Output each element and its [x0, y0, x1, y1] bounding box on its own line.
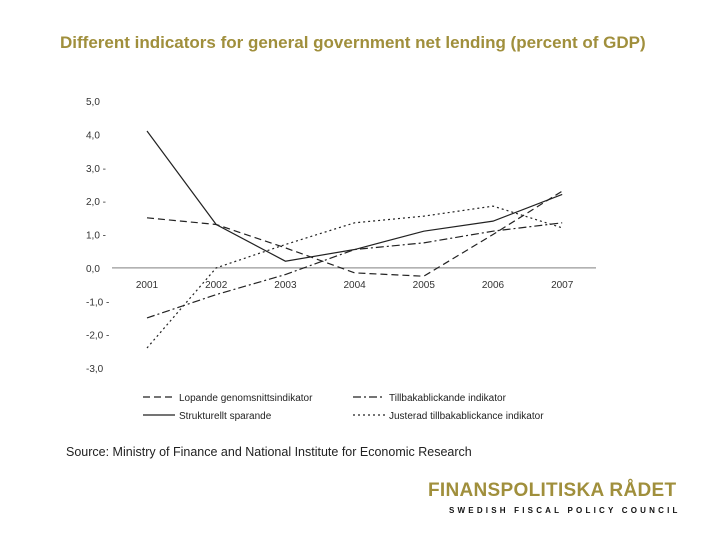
- y-tick-label: 5,0: [86, 97, 100, 108]
- series-line-3: [146, 130, 563, 262]
- legend-label: Justerad tillbakablickance indikator: [389, 411, 544, 422]
- y-axis: 5,0 4,0 3,0 - 2,0 - 1,0 - 0,0 -1,0 - -2,0 - -3,0: [86, 97, 109, 375]
- x-tick-label: 2002: [205, 280, 228, 291]
- y-tick-label: 3,0 -: [86, 164, 106, 175]
- series-lines: [146, 130, 563, 349]
- y-tick-label: 0,0: [86, 264, 100, 275]
- council-logo-name: FINANSPOLITISKA RÅDET: [428, 480, 677, 501]
- x-tick-label: 2004: [343, 280, 366, 291]
- legend: Lopande genomsnittsindikator Tillbakablic…: [143, 393, 544, 422]
- x-tick-label: 2003: [274, 280, 297, 291]
- source-note: Source: Ministry of Finance and National…: [66, 445, 472, 459]
- x-tick-label: 2001: [136, 280, 159, 291]
- line-chart: 5,0 4,0 3,0 - 2,0 - 1,0 - 0,0 -1,0 - -2,0 - -3,0…: [86, 97, 596, 422]
- y-tick-label: 1,0 -: [86, 231, 106, 242]
- y-tick-label: 2,0 -: [86, 197, 106, 208]
- y-tick-label: -1,0 -: [86, 297, 109, 308]
- y-tick-label: -3,0: [86, 364, 104, 375]
- x-tick-label: 2007: [551, 280, 574, 291]
- series-line-2: [146, 222, 563, 319]
- legend-label: Tillbakablickande indikator: [389, 393, 507, 404]
- y-tick-label: 4,0: [86, 130, 100, 141]
- x-axis: 2001 2002 2003 2004 2005 2006 2007: [136, 280, 574, 291]
- y-tick-label: -2,0 -: [86, 331, 109, 342]
- legend-label: Strukturellt sparande: [179, 411, 272, 422]
- series-line-1: [146, 190, 563, 277]
- council-logo-subtitle: SWEDISH FISCAL POLICY COUNCIL: [449, 506, 681, 515]
- chart-title: Different indicators for general governm…: [60, 33, 646, 52]
- series-line-4: [146, 205, 563, 349]
- legend-label: Lopande genomsnittsindikator: [179, 393, 313, 404]
- x-tick-label: 2006: [482, 280, 505, 291]
- x-tick-label: 2005: [413, 280, 436, 291]
